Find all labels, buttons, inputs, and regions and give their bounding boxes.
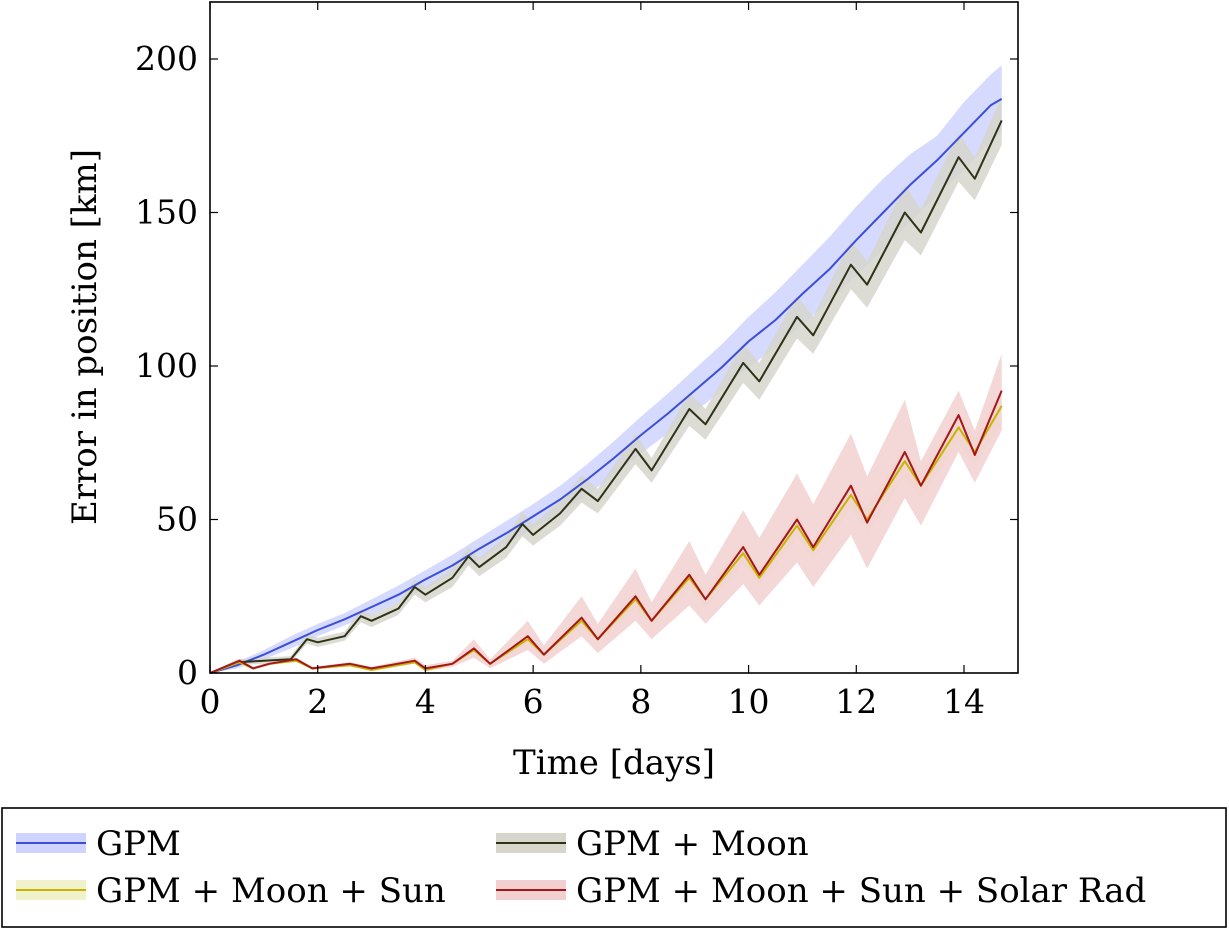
- band-series-3: [210, 353, 1002, 673]
- x-tick-label-3: 6: [523, 682, 544, 721]
- legend-label-3: GPM + Moon + Sun + Solar Rad: [576, 871, 1146, 911]
- y-tick-label-1: 50: [156, 500, 198, 539]
- x-tick-label-4: 8: [630, 682, 651, 721]
- line-series-3: [209, 390, 1003, 674]
- band-series-0: [210, 65, 1002, 674]
- x-tick-label-2: 4: [415, 682, 436, 721]
- x-axis-label: Time [days]: [513, 743, 715, 783]
- series-lines: [209, 98, 1003, 674]
- legend-label-2: GPM + Moon + Sun: [96, 871, 446, 911]
- legend-label-1: GPM + Moon: [576, 824, 809, 864]
- line-series-1: [209, 119, 1003, 674]
- plot-frame: [209, 1, 1019, 674]
- x-tick-label-1: 2: [307, 682, 328, 721]
- y-tick-label-0: 0: [177, 653, 198, 692]
- axis-ticks: 0 2 4 6 8 10 12 14 0 50 100 150 200: [135, 2, 1018, 721]
- legend-label-0: GPM: [96, 824, 181, 864]
- line-series-0: [209, 98, 1003, 674]
- x-tick-label-0: 0: [200, 682, 221, 721]
- y-tick-label-3: 150: [135, 193, 198, 232]
- legend: GPM GPM + Moon GPM + Moon + Sun GPM + Moon …: [16, 824, 1146, 911]
- y-axis-label: Error in position [km]: [65, 149, 105, 525]
- confidence-bands: [210, 65, 1002, 674]
- x-tick-label-6: 12: [835, 682, 877, 721]
- x-tick-label-5: 10: [728, 682, 770, 721]
- legend-box: [1, 807, 1227, 928]
- y-tick-label-2: 100: [135, 346, 198, 385]
- x-tick-label-7: 14: [943, 682, 985, 721]
- y-tick-label-4: 200: [135, 39, 198, 78]
